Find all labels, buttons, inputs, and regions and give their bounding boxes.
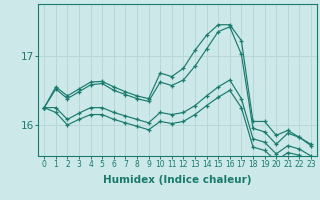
X-axis label: Humidex (Indice chaleur): Humidex (Indice chaleur) bbox=[103, 175, 252, 185]
